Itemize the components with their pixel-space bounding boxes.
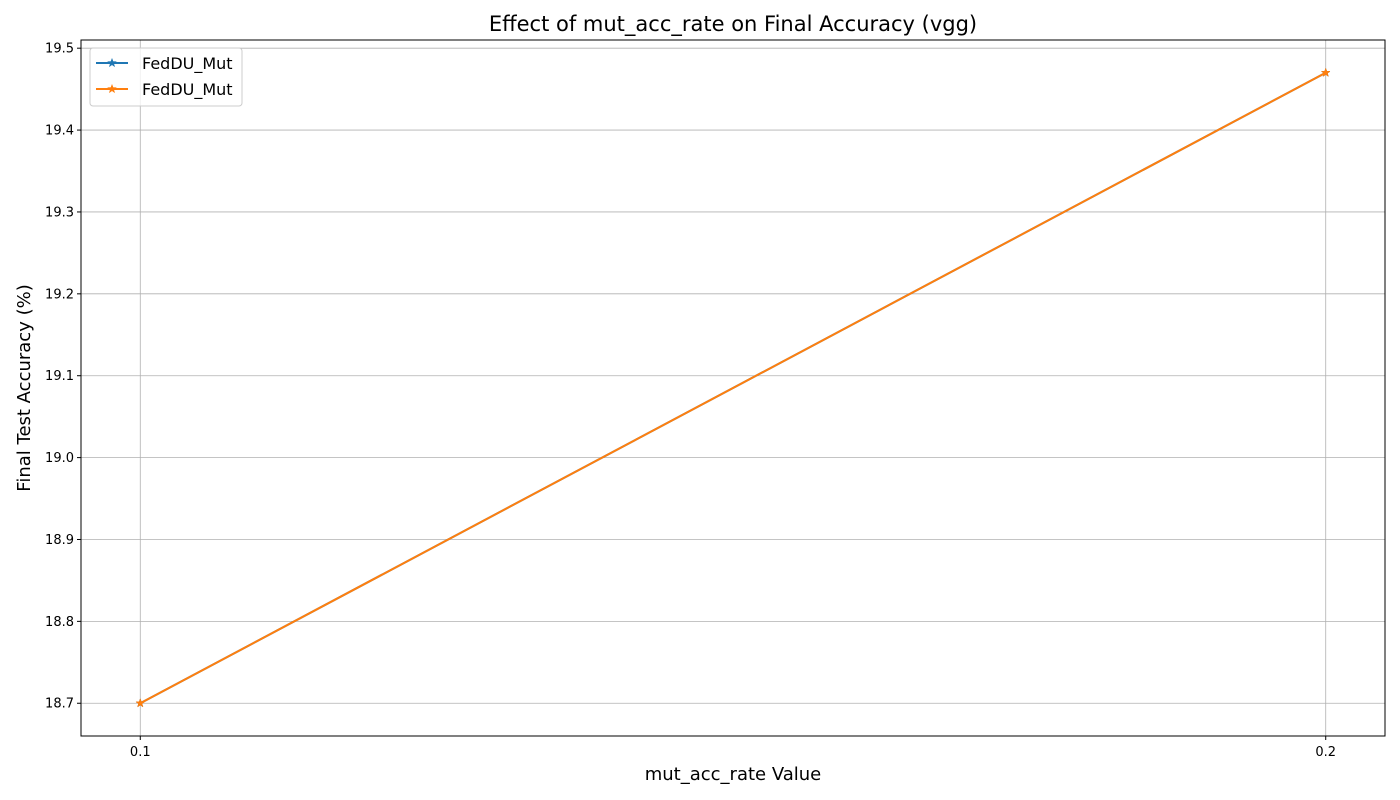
plot-area xyxy=(135,67,1331,708)
y-tick-label: 19.4 xyxy=(45,124,74,139)
legend-entry: FedDU_Mut xyxy=(96,80,233,100)
chart-title: Effect of mut_acc_rate on Final Accuracy… xyxy=(489,12,977,37)
y-tick-label: 19.5 xyxy=(45,42,74,57)
data-point xyxy=(1320,67,1331,78)
legend-marker xyxy=(106,57,118,68)
y-axis: 18.7 18.8 18.9 19.0 19.1 19.2 19.3 19.4 19.5 xyxy=(45,42,81,712)
y-axis-label: Final Test Accuracy (%) xyxy=(14,284,35,491)
y-tick-label: 18.9 xyxy=(45,533,74,548)
y-tick-label: 19.2 xyxy=(45,287,74,302)
series-2 xyxy=(135,67,1331,708)
legend-label: FedDU_Mut xyxy=(142,80,233,100)
x-axis-label: mut_acc_rate Value xyxy=(645,764,822,785)
legend-marker xyxy=(106,83,118,94)
y-tick-label: 19.3 xyxy=(45,205,74,220)
x-tick-label: 0.2 xyxy=(1315,745,1336,760)
grid-lines xyxy=(81,40,1385,736)
legend: FedDU_Mut FedDU_Mut xyxy=(89,47,243,107)
legend-label: FedDU_Mut xyxy=(142,54,233,74)
y-tick-label: 18.7 xyxy=(45,697,74,712)
y-tick-label: 19.0 xyxy=(45,451,74,466)
y-tick-label: 19.1 xyxy=(45,369,74,384)
legend-entry: FedDU_Mut xyxy=(96,54,233,74)
data-point xyxy=(135,697,146,708)
y-tick-label: 18.8 xyxy=(45,615,74,630)
series-line xyxy=(139,71,1327,705)
x-tick-label: 0.1 xyxy=(130,745,151,760)
x-axis: 0.1 0.2 xyxy=(130,736,1336,760)
axes-frame xyxy=(80,39,1386,737)
